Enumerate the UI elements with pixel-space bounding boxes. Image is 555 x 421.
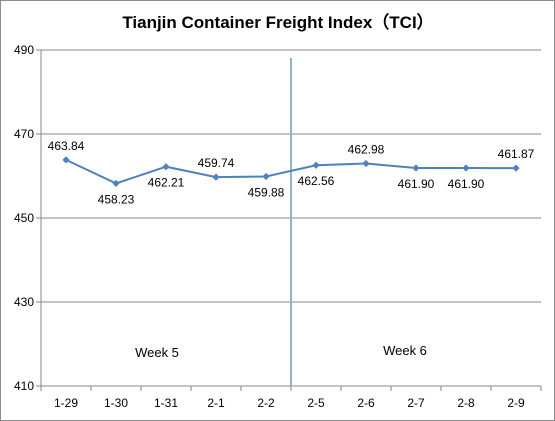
data-label: 463.84 (48, 139, 85, 153)
data-point (312, 161, 320, 169)
x-tick-label: 2-9 (507, 396, 525, 410)
data-point (212, 173, 220, 181)
data-label: 462.21 (148, 176, 185, 190)
data-point (512, 164, 520, 172)
chart-title: Tianjin Container Freight Index（TCI） (122, 12, 433, 32)
annotation-week-5: Week 5 (135, 345, 179, 360)
y-tick-label: 470 (14, 127, 34, 141)
data-point (362, 159, 370, 168)
y-tick-label: 430 (14, 295, 34, 309)
x-tick-label: 1-30 (104, 396, 128, 410)
x-tick-label: 1-29 (54, 396, 78, 410)
data-points (62, 156, 520, 188)
x-tick-label: 2-1 (207, 396, 225, 410)
data-label: 461.87 (498, 147, 535, 161)
x-tick-label: 2-8 (457, 396, 475, 410)
data-label: 461.90 (398, 177, 435, 191)
data-point (462, 164, 470, 172)
series-line (65, 158, 517, 185)
data-point (162, 163, 170, 171)
y-tick-label: 450 (14, 211, 34, 225)
data-point (412, 164, 420, 172)
data-point (62, 156, 70, 164)
x-tick-label: 2-7 (407, 396, 425, 410)
x-tick-label: 2-6 (357, 396, 375, 410)
x-tick-label: 2-2 (257, 396, 275, 410)
series-polyline (65, 158, 517, 185)
x-tick-label: 1-31 (154, 396, 178, 410)
x-tick-label: 2-5 (307, 396, 325, 410)
data-label: 459.74 (198, 156, 235, 170)
data-label: 461.90 (448, 177, 485, 191)
data-point (112, 179, 120, 188)
y-axis-ticks: 490 470 450 430 410 (14, 43, 41, 393)
data-point (262, 172, 270, 181)
y-tick-label: 410 (14, 379, 34, 393)
data-label: 458.23 (98, 192, 135, 206)
y-tick-label: 490 (14, 43, 34, 57)
data-labels: 463.84 458.23 462.21 459.74 459.88 462.56 462.… (48, 139, 535, 207)
data-label: 462.56 (298, 174, 335, 188)
annotation-week-6: Week 6 (383, 343, 427, 358)
data-label: 459.88 (248, 186, 285, 200)
data-label: 462.98 (348, 142, 385, 156)
x-axis-ticks: 1-29 1-30 1-31 2-1 2-2 2-5 2-6 2-7 2-8 2-9 (40, 386, 542, 410)
